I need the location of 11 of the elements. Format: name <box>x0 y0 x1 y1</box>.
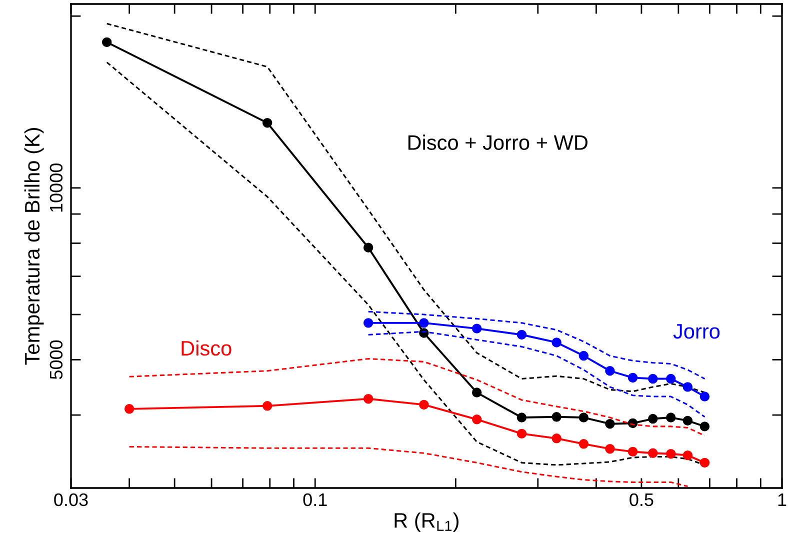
y-axis-title: Temperatura de Brilho (K) <box>24 128 44 365</box>
x-tick-label: 1 <box>778 494 786 506</box>
x-tick-label: 0.5 <box>630 493 654 506</box>
x-axis-title: R (R$_{L1}$) <box>394 512 458 532</box>
text: Disco + Jorro + WD <box>408 134 588 150</box>
series-label: Jorro <box>673 324 720 339</box>
x-tick-label: 0.03 <box>54 493 88 506</box>
x-tick-label: 0.1 <box>303 493 327 506</box>
y-tick-label: 5000 <box>50 340 63 380</box>
y-tick-label: 10000 <box>50 164 63 212</box>
text: Disco <box>182 340 232 356</box>
